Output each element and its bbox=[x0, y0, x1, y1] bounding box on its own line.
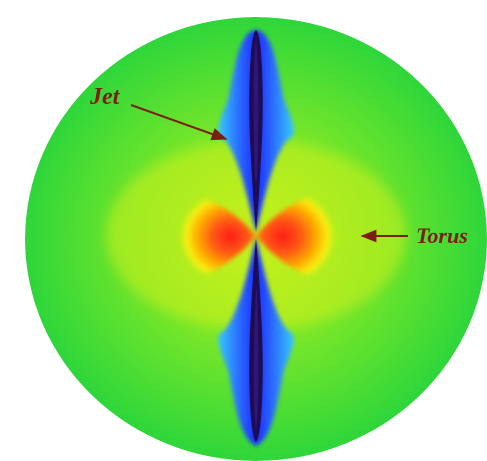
jet-label: Jet bbox=[89, 84, 121, 110]
jet-annotation: Jet bbox=[89, 84, 228, 141]
simulation-disk bbox=[25, 17, 487, 461]
torus-label: Torus bbox=[416, 223, 468, 248]
torus-annotation: Torus bbox=[360, 223, 468, 248]
jet-lower bbox=[218, 238, 294, 446]
jet-arrow bbox=[130, 104, 228, 141]
torus-halo bbox=[106, 140, 406, 330]
jet-upper bbox=[218, 30, 294, 232]
torus bbox=[169, 195, 345, 278]
